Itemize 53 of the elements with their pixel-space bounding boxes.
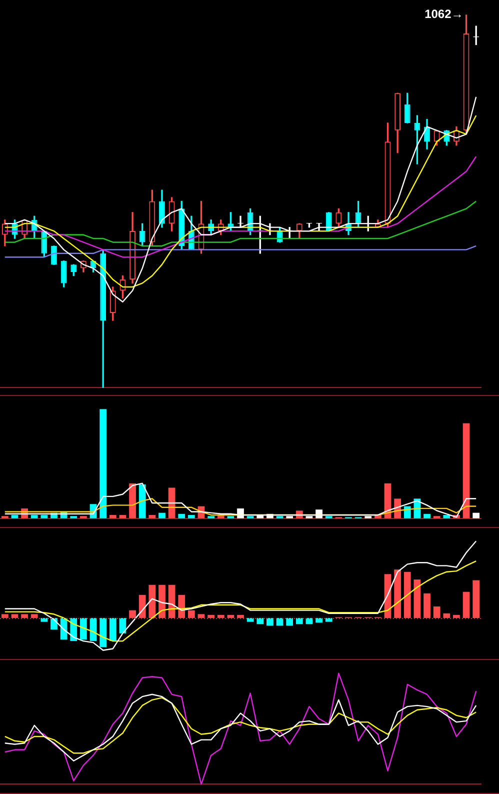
bar (208, 614, 214, 618)
bar (237, 614, 244, 618)
bar (316, 618, 322, 623)
bar (119, 514, 126, 518)
bar (198, 614, 205, 618)
bar (472, 512, 480, 518)
bar (325, 618, 332, 622)
bar (109, 618, 116, 642)
bar (158, 584, 166, 618)
bar (188, 514, 195, 518)
bar (178, 514, 186, 518)
bar (424, 593, 430, 618)
bar (296, 618, 303, 624)
bar (217, 614, 224, 618)
bar (158, 512, 166, 518)
bar (129, 483, 136, 518)
bar (1, 614, 8, 618)
annotation: 1062→ (424, 7, 464, 22)
bar (30, 514, 38, 518)
bar (453, 614, 460, 618)
bar (168, 488, 176, 518)
bar (246, 618, 254, 622)
bar (472, 580, 480, 618)
bar (148, 514, 156, 518)
bar (148, 584, 156, 618)
bar (443, 613, 450, 618)
bar (286, 618, 294, 626)
bar (80, 618, 87, 640)
bar (129, 610, 136, 618)
bar (100, 409, 107, 518)
bar (414, 580, 421, 618)
bar (462, 592, 470, 618)
bar (266, 618, 274, 626)
bar (11, 614, 18, 618)
bar (138, 484, 146, 518)
bar (100, 618, 107, 648)
bar (424, 514, 430, 518)
bar (443, 514, 450, 518)
bar (188, 610, 195, 618)
bar (109, 514, 116, 518)
bar (256, 618, 264, 624)
bar (433, 606, 440, 618)
bar (178, 594, 186, 618)
bar (404, 572, 411, 618)
bar (138, 594, 146, 618)
bar (40, 514, 48, 518)
bar (40, 618, 48, 622)
bar (11, 514, 18, 518)
bar (394, 570, 401, 618)
bar (21, 614, 28, 618)
bar (462, 423, 470, 518)
bar (30, 614, 38, 618)
bar (227, 614, 234, 618)
